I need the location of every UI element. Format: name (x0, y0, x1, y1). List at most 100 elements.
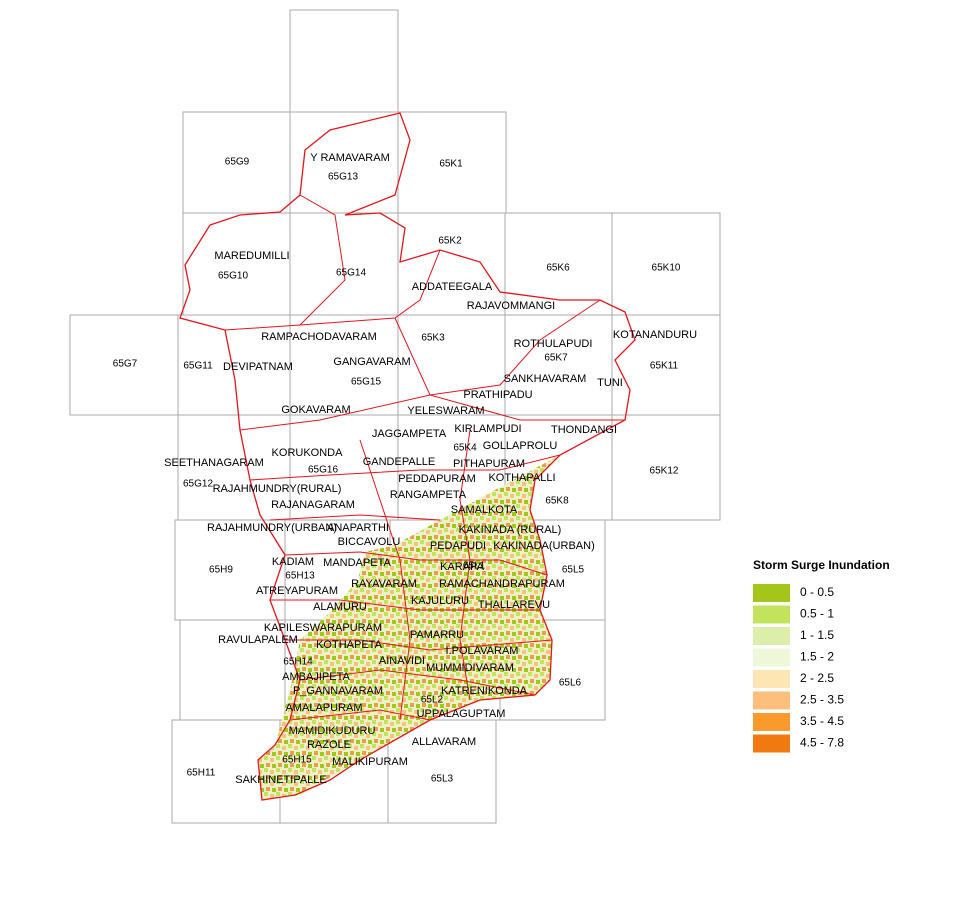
legend-swatch (753, 627, 790, 645)
sheet-label: 65G12 (183, 479, 213, 490)
sheet-label: 65G15 (351, 377, 381, 388)
mandal-label: THONDANGI (551, 424, 617, 436)
map-sheet (611, 414, 721, 521)
sheet-label: 65H11 (187, 768, 216, 779)
map-sheet (182, 212, 291, 316)
legend-label: 0 - 0.5 (800, 585, 834, 599)
mandal-label: I.POLAVARAM (446, 645, 519, 657)
mandal-label: RAYAVARAM (351, 578, 417, 590)
mandal-label: MAMIDIKUDURU (289, 725, 376, 737)
legend-swatch (753, 605, 790, 624)
sheet-label: 65K8 (545, 496, 569, 507)
district-boundary (179, 112, 636, 801)
sheet-label: 65G10 (218, 271, 248, 282)
mandal-label: SAMALKOTA (451, 504, 518, 516)
legend-swatch (753, 670, 790, 688)
mandal-label: AMALAPURAM (285, 702, 362, 714)
mandal-label: AINAVIDI (379, 655, 425, 667)
sheet-label: 65K7 (544, 353, 568, 364)
mandal-label: DEVIPATNAM (223, 361, 293, 373)
legend: Storm Surge Inundation 0 - 0.5 0.5 - 1 1 - … (753, 558, 890, 753)
mandal-label: RAVULAPALEM (218, 634, 298, 646)
mandal-label: AMBAJIPETA (282, 671, 350, 683)
mandal-label: THALLAREVU (478, 599, 550, 611)
sheet-label: 65K1 (439, 159, 463, 170)
mandal-label: PITHAPURAM (453, 458, 525, 470)
sheet-label: 65H9 (209, 565, 233, 576)
mandal-label: MAREDUMILLI (214, 250, 289, 262)
sheet-labels: 65G9 65K1 65G13 65K2 65G10 65G14 65K6 65K10 65G7… (113, 157, 681, 785)
mandal-boundaries (224, 194, 625, 721)
mandal-label: PEDAPUDI (430, 540, 486, 552)
legend-swatch (753, 691, 790, 710)
mandal-label: RAZOLE (307, 739, 351, 751)
mandal-label: JAGGAMPETA (372, 428, 447, 440)
mandal-label: KAKINADA (RURAL) (459, 524, 562, 536)
legend-label: 4.5 - 7.8 (800, 736, 844, 750)
mandal-label: P_GANNAVARAM (293, 685, 383, 697)
mandal-label: PAMARRU (410, 629, 464, 641)
mandal-label: Y RAMAVARAM (310, 152, 389, 164)
mandal-label: ATREYAPURAM (256, 585, 338, 597)
mandal-label: RAMACHANDRAPURAM (439, 578, 565, 590)
sheet-label: 65L2 (421, 695, 444, 706)
sheet-label: 65L5 (562, 565, 585, 576)
sheet-label: 65K6 (546, 263, 570, 274)
mandal-label: KOTHAPETA (316, 639, 382, 651)
sheet-label: 65G13 (328, 172, 358, 183)
sheet-label: 65H13 (285, 571, 315, 582)
sheet-label: 65K3 (421, 333, 445, 344)
mandal-label: ROTHULAPUDI (514, 338, 593, 350)
mandal-label: TUNI (597, 377, 623, 389)
mandal-label: KORUKONDA (272, 447, 344, 459)
mandal-label: KADIAM (272, 556, 314, 568)
sheet-label: 65L3 (431, 774, 454, 785)
mandal-label: RAJAHMUNDRY(RURAL) (213, 483, 342, 495)
mandal-label: KOTHAPALLI (488, 472, 555, 484)
mandal-label: KATRENIKONDA (441, 685, 528, 697)
mandal-label: MALIKIPURAM (332, 756, 408, 768)
map-sheet (289, 9, 399, 113)
sheet-label: 65G16 (308, 465, 338, 476)
sheet-label: 65G14 (336, 268, 366, 279)
mandal-label: KAKINADA(URBAN) (493, 540, 594, 552)
sheet-label: 65G7 (113, 359, 138, 370)
mandal-label: SEETHANAGARAM (164, 457, 264, 469)
map-sheet (289, 212, 399, 316)
legend-swatch (753, 713, 790, 731)
mandal-label: UPPALAGUPTAM (417, 708, 506, 720)
mandal-label: ADDATEEGALA (412, 281, 493, 293)
mandal-label: SAKHINETIPALLE (235, 774, 327, 786)
sheet-label: 65G9 (225, 157, 250, 168)
legend-label: 2.5 - 3.5 (800, 693, 844, 707)
mandal-label: BICCAVOLU (338, 536, 401, 548)
legend-label: 3.5 - 4.5 (800, 714, 844, 728)
legend-label: 1.5 - 2 (800, 650, 834, 664)
sheet-label: 65G11 (183, 361, 213, 372)
sheet-label: 65K10 (652, 263, 681, 274)
legend-label: 0.5 - 1 (800, 607, 834, 621)
mandal-label: RAJAVOMMANGI (467, 300, 555, 312)
mandal-labels: Y RAMAVARAM MAREDUMILLI ADDATEEGALA RAJAVOM… (164, 152, 697, 786)
sheet-label: 65K12 (650, 466, 679, 477)
mandal-label: RANGAMPETA (390, 489, 467, 501)
sheet-label: 65L1 (463, 561, 486, 572)
mandal-label: GOLLAPROLU (483, 440, 558, 452)
mandal-label: MANDAPETA (323, 557, 391, 569)
mandal-label: SANKHAVARAM (504, 373, 587, 385)
mandal-label: RAJANAGARAM (271, 499, 355, 511)
legend-swatch (753, 648, 790, 667)
legend-title: Storm Surge Inundation (753, 558, 890, 572)
legend-label: 1 - 1.5 (800, 628, 834, 642)
mandal-label: PEDDAPURAM (398, 473, 476, 485)
mandal-label: GANGAVARAM (333, 356, 410, 368)
sheet-label: 65K11 (650, 361, 679, 372)
map-sheet (387, 719, 497, 824)
mandal-label: KAPILESWARAPURAM (264, 622, 382, 634)
mandal-label: KARAPA (440, 561, 484, 573)
sheet-label: 65K4 (453, 443, 477, 454)
mandal-label: KOTANANDURU (613, 329, 697, 341)
legend-swatch (753, 734, 790, 753)
sheet-label: 65H14 (283, 657, 313, 668)
